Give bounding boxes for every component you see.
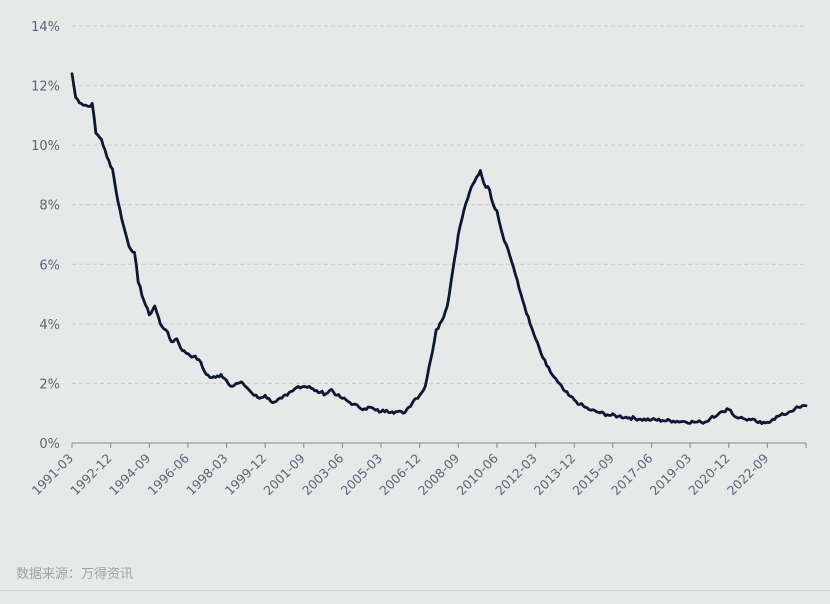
y-tick-label: 14%	[31, 20, 60, 35]
x-tick-label: 1999-12	[222, 451, 270, 499]
x-tick-label: 2005-03	[338, 451, 386, 499]
x-tick-label: 2015-09	[569, 450, 617, 498]
y-tick-label: 8%	[39, 199, 60, 214]
x-tick-label: 2019-03	[647, 451, 695, 499]
x-tick-label: 1992-12	[67, 451, 115, 499]
x-tick-label: 1991-03	[29, 451, 77, 499]
y-tick-label: 12%	[31, 80, 60, 95]
x-tick-label: 2017-06	[608, 450, 656, 498]
y-tick-label: 0%	[39, 437, 60, 452]
x-tick-label: 2020-12	[685, 451, 733, 499]
x-tick-label: 2001-09	[260, 450, 308, 498]
x-tick-label: 2010-06	[454, 450, 502, 498]
x-tick-label: 1996-06	[144, 450, 192, 498]
x-tick-label: 2008-09	[415, 450, 463, 498]
data-source-note: 数据来源：万得资讯	[16, 567, 134, 582]
y-tick-label: 2%	[39, 377, 60, 392]
bottom-divider	[0, 590, 830, 591]
x-tick-label: 2003-06	[299, 450, 347, 498]
x-tick-label: 1994-09	[106, 450, 154, 498]
x-tick-label: 2013-12	[531, 451, 579, 499]
y-tick-label: 6%	[39, 258, 60, 273]
y-tick-label: 4%	[39, 318, 60, 333]
series-line	[70, 72, 808, 425]
y-tick-label: 10%	[31, 139, 60, 154]
x-tick-label: 2022-09	[724, 450, 772, 498]
x-tick-label: 2006-12	[376, 451, 424, 499]
x-tick-label: 2012-03	[492, 451, 540, 499]
x-tick-label: 1998-03	[183, 451, 231, 499]
